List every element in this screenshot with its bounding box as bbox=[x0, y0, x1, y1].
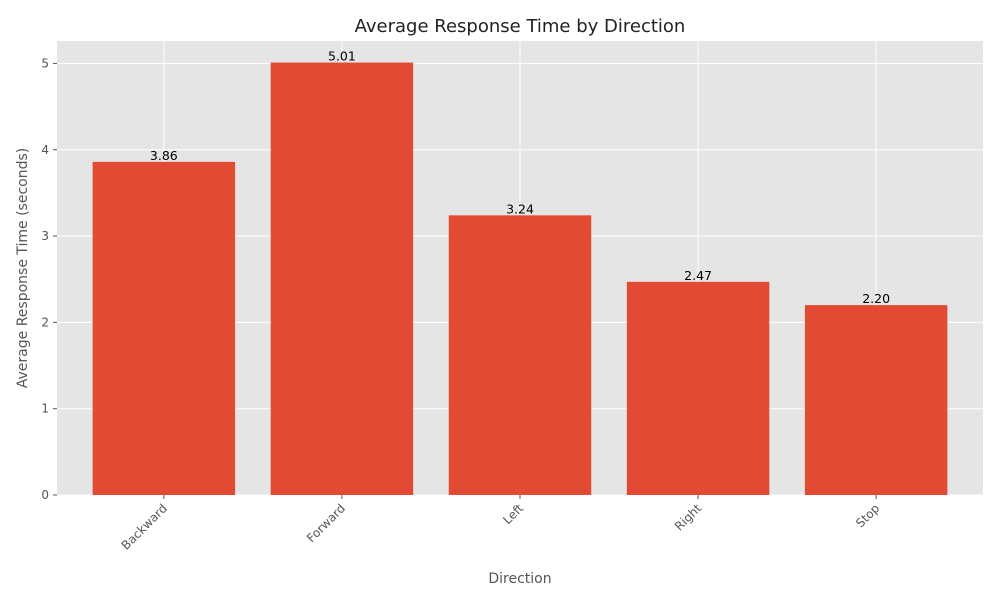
data-label-backward: 3.86 bbox=[150, 148, 178, 163]
chart-title: Average Response Time by Direction bbox=[355, 16, 686, 37]
y-tick-label: 5 bbox=[41, 56, 49, 70]
y-tick-label: 3 bbox=[41, 229, 49, 243]
x-tick-label: Right bbox=[672, 501, 704, 533]
x-tick-label: Backward bbox=[119, 501, 170, 552]
x-tick-label: Stop bbox=[853, 501, 882, 530]
y-axis-label: Average Response Time (seconds) bbox=[15, 148, 31, 389]
bar-stop bbox=[804, 305, 948, 495]
x-tick-label: Left bbox=[500, 501, 526, 527]
x-axis-ticks: Backward Forward Left Right Stop bbox=[119, 495, 882, 553]
data-label-forward: 5.01 bbox=[328, 49, 356, 64]
data-label-stop: 2.20 bbox=[862, 291, 890, 306]
bar-right bbox=[626, 281, 770, 495]
y-tick-label: 2 bbox=[41, 315, 49, 329]
x-axis-label: Direction bbox=[488, 571, 551, 587]
data-label-left: 3.24 bbox=[506, 201, 534, 216]
y-axis-ticks: 0 1 2 3 4 5 bbox=[41, 56, 57, 502]
y-tick-label: 0 bbox=[41, 488, 49, 502]
bar-left bbox=[448, 215, 592, 496]
bar-forward bbox=[270, 62, 414, 496]
bars bbox=[92, 62, 948, 496]
bar-backward bbox=[92, 161, 236, 496]
y-tick-label: 4 bbox=[41, 143, 49, 157]
data-label-right: 2.47 bbox=[684, 268, 712, 283]
data-labels: 3.86 5.01 3.24 2.47 2.20 bbox=[150, 49, 890, 307]
x-tick-label: Forward bbox=[304, 501, 348, 545]
y-tick-label: 1 bbox=[41, 402, 49, 416]
